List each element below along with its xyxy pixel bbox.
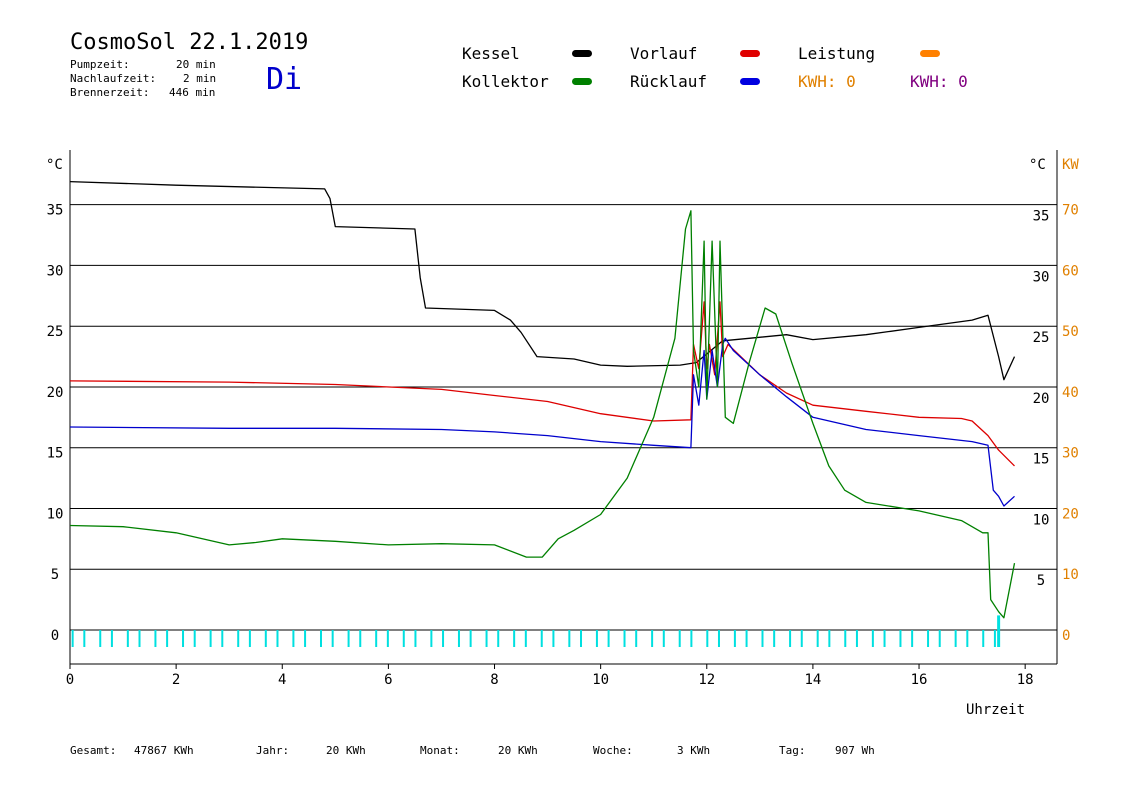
stat-label-brennerzeit: Brennerzeit: — [70, 86, 150, 99]
x-tick-label-12: 12 — [698, 672, 715, 688]
footer-label-woche: Woche: — [593, 744, 633, 757]
legend-label-vorlauf: Vorlauf — [630, 44, 698, 63]
y-tick-label-right-10: 10 — [1033, 512, 1050, 528]
x-tick-label-16: 16 — [911, 672, 928, 688]
footer-value-jahr: 20 KWh — [326, 744, 366, 757]
y-axis-label-left: °C — [46, 157, 63, 173]
y-tick-label-right-20: 20 — [1033, 391, 1050, 407]
y-tick-label-right-30: 30 — [1033, 269, 1050, 285]
legend-label-kollektor: Kollektor — [462, 72, 549, 91]
y-tick-label-right-15: 15 — [1033, 452, 1050, 468]
pump-pulses — [71, 629, 996, 647]
tick-labels: 0 2 4 6 8 10 12 14 16 18 0 5 10 15 20 25 30 35 5 10 15 20 25 30… — [47, 203, 1079, 688]
series-ruecklauf — [69, 337, 1015, 507]
y-tick-label-kw-0: 0 — [1062, 628, 1070, 644]
y-tick-label-kw-30: 30 — [1062, 446, 1079, 462]
stat-label-nachlaufzeit: Nachlaufzeit: — [70, 72, 157, 85]
y-tick-label-kw-70: 70 — [1062, 203, 1079, 219]
footer-value-gesamt: 47867 KWh — [134, 744, 194, 757]
legend-swatch-leistung — [920, 50, 940, 57]
x-tick-label-8: 8 — [490, 672, 498, 688]
weekday-label: Di — [266, 62, 303, 97]
y-tick-label-left-25: 25 — [47, 324, 64, 340]
legend-swatch-ruecklauf — [740, 78, 760, 85]
y-tick-label-left-10: 10 — [47, 506, 64, 522]
x-tick-label-6: 6 — [384, 672, 392, 688]
x-axis-label: Uhrzeit — [966, 702, 1025, 718]
x-tick-label-0: 0 — [66, 672, 74, 688]
series-vorlauf — [69, 301, 1015, 467]
footer-label-gesamt: Gesamt: — [70, 744, 117, 757]
footer-label-tag: Tag: — [779, 744, 806, 757]
y-tick-label-left-0: 0 — [51, 628, 59, 644]
x-tick-label-2: 2 — [172, 672, 180, 688]
series-lines — [69, 180, 1016, 619]
y-tick-label-right-25: 25 — [1033, 330, 1050, 346]
footer-value-tag: 907 Wh — [835, 744, 875, 757]
stat-label-pumpzeit: Pumpzeit: — [70, 58, 130, 71]
y-tick-label-kw-50: 50 — [1062, 324, 1079, 340]
y-axis-label-kw: KW — [1062, 157, 1079, 173]
footer-label-jahr: Jahr: — [256, 744, 290, 757]
page-title: CosmoSol 22.1.2019 — [70, 30, 309, 55]
legend-label-ruecklauf: Rücklauf — [630, 72, 708, 91]
x-tick-label-18: 18 — [1017, 672, 1034, 688]
y-axis-label-right: °C — [1029, 157, 1046, 173]
y-tick-label-left-30: 30 — [47, 263, 64, 279]
legend-label-kessel: Kessel — [462, 44, 520, 63]
legend-swatch-kollektor — [572, 78, 592, 85]
stat-value-pumpzeit: 20 min — [176, 58, 216, 71]
x-tick-label-4: 4 — [278, 672, 286, 688]
y-tick-label-left-15: 15 — [47, 446, 64, 462]
legend-swatch-kessel — [572, 50, 592, 57]
kwh-purple: KWH: 0 — [910, 72, 968, 91]
y-tick-label-left-35: 35 — [47, 203, 64, 219]
series-kessel — [69, 180, 1016, 381]
y-tick-label-right-35: 35 — [1033, 209, 1050, 225]
pump-pulse-markers — [71, 615, 1001, 647]
y-tick-label-kw-60: 60 — [1062, 263, 1079, 279]
gridlines — [70, 204, 1057, 631]
kwh-orange: KWH: 0 — [798, 72, 856, 91]
x-tick-label-14: 14 — [804, 672, 821, 688]
y-tick-label-right-5: 5 — [1037, 573, 1045, 589]
y-tick-label-kw-40: 40 — [1062, 385, 1079, 401]
y-tick-label-kw-10: 10 — [1062, 567, 1079, 583]
footer-value-woche: 3 KWh — [677, 744, 711, 757]
stat-value-nachlaufzeit: 2 min — [183, 72, 217, 85]
y-tick-label-left-20: 20 — [47, 385, 64, 401]
footer-label-monat: Monat: — [420, 744, 460, 757]
stat-value-brennerzeit: 446 min — [169, 86, 216, 99]
legend-swatch-vorlauf — [740, 50, 760, 57]
footer-value-monat: 20 KWh — [498, 744, 538, 757]
y-tick-label-kw-20: 20 — [1062, 506, 1079, 522]
y-tick-label-left-5: 5 — [51, 567, 59, 583]
legend-label-leistung: Leistung — [798, 44, 876, 63]
axes — [69, 150, 1058, 669]
x-tick-label-10: 10 — [592, 672, 609, 688]
series-kollektor — [69, 210, 1016, 619]
